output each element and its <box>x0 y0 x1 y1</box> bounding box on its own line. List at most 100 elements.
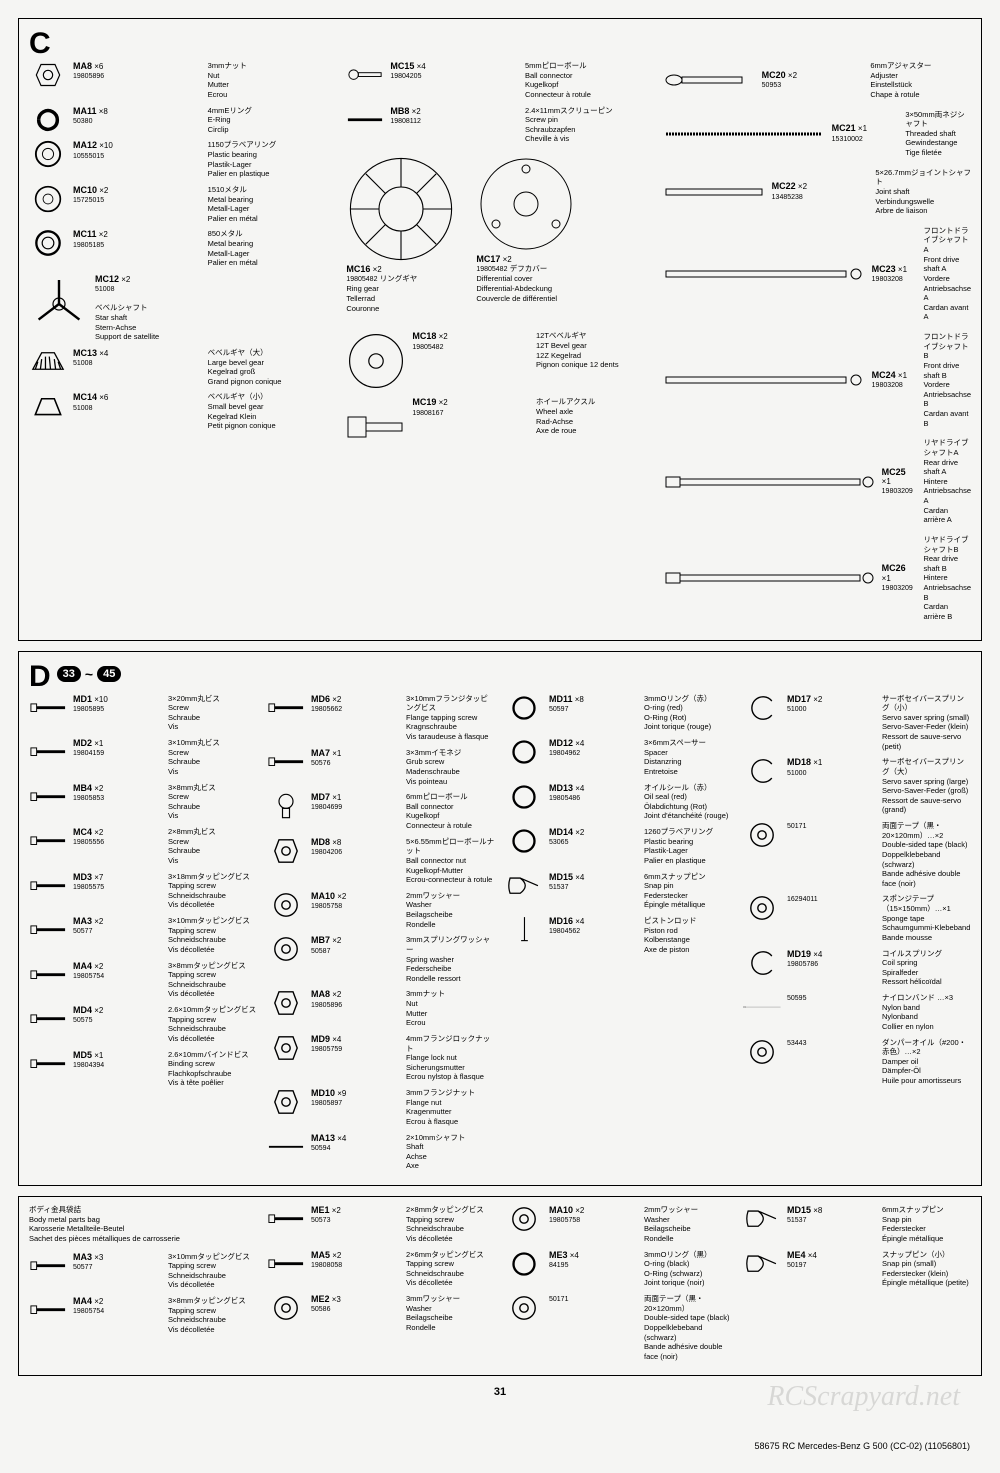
part-icon <box>505 872 543 900</box>
part-row: MD7 ×119804699 6mmピローボールBall connectorKu… <box>267 792 495 831</box>
part-row: MA10 ×219805758 2mmワッシャーWasherBeilagsche… <box>267 891 495 930</box>
part-row: MD10 ×919805897 3mmフランジナットFlange nutKrag… <box>267 1088 495 1127</box>
part-icon <box>267 1034 305 1062</box>
screwpin-icon <box>346 106 384 134</box>
part-row: MD19 ×419805786 コイルスプリングCoil springSpira… <box>743 949 971 988</box>
driveshaft-icon <box>664 373 864 387</box>
part-icon <box>267 1088 305 1116</box>
section-c-letter: C <box>29 27 51 61</box>
bearing-icon <box>29 185 67 213</box>
part-row: MD13 ×419805486 オイルシール（赤）Oil seal (red)Ö… <box>505 783 733 822</box>
ering-icon <box>29 106 67 134</box>
part-row: MA4 ×219805754 3×8mmタッピングビスTapping screw… <box>29 961 257 1000</box>
section-e-col4: MD15 ×851537 6mmスナップピンSnap pinFedersteck… <box>743 1205 971 1367</box>
part-row: MA5 ×219808058 2×6mmタッピングビスTapping screw… <box>267 1250 495 1289</box>
part-row: MD15 ×451537 6mmスナップピンSnap pinFedersteck… <box>505 872 733 911</box>
section-c-col1: MA8 ×619805896 3mmナットNutMutterEcrou MA11… <box>29 61 336 632</box>
part-icon <box>267 1133 305 1161</box>
section-e-panel: ボディ金具袋詰 Body metal parts bag Karosserie … <box>18 1196 982 1376</box>
part-row: 53443 ダンパーオイル（#200・赤色）…×2Damper oilDämpf… <box>743 1038 971 1086</box>
jointshaft-icon <box>664 186 764 198</box>
part-row: 16294011 スポンジテープ（15×150mm）…×1Sponge tape… <box>743 894 971 942</box>
part-icon <box>29 694 67 722</box>
part-icon <box>505 1294 543 1322</box>
section-e-col2: ME1 ×250573 2×8mmタッピングビスTapping screwSch… <box>267 1205 495 1367</box>
part-icon <box>743 821 781 849</box>
part-row: MD8 ×819804206 5×6.55mmピローボールナットBall con… <box>267 837 495 885</box>
section-e-col3: MA10 ×219805758 2mmワッシャーWasherBeilagsche… <box>505 1205 733 1367</box>
driveshaft-icon <box>664 475 874 489</box>
part-icon <box>267 694 305 722</box>
ringgear-icon <box>346 154 456 264</box>
body-bag-title: ボディ金具袋詰 <box>29 1205 81 1214</box>
part-row: MB4 ×219805853 3×8mm丸ビスScrewSchraubeVis <box>29 783 257 822</box>
part-icon <box>267 891 305 919</box>
part-icon <box>267 1250 305 1278</box>
bevelgear-small-icon <box>29 392 67 420</box>
part-row: MC4 ×219805556 2×8mm丸ビスScrewSchraubeVis <box>29 827 257 866</box>
part-icon <box>743 1038 781 1066</box>
footer-text: 58675 RC Mercedes-Benz G 500 (CC-02) (11… <box>755 1441 970 1451</box>
part-row: MA4 ×219805754 3×8mmタッピングビスTapping screw… <box>29 1296 257 1335</box>
part-icon <box>743 757 781 785</box>
part-icon <box>267 935 305 963</box>
part-icon <box>29 738 67 766</box>
driveshaft-icon <box>664 267 864 281</box>
part-row: MD11 ×850597 3mmOリング（赤）O-ring (red)O-Rin… <box>505 694 733 733</box>
part-row: MA7 ×150576 3×3mmイモネジGrub screwMadenschr… <box>267 748 495 787</box>
part-icon <box>505 916 543 944</box>
part-row: MD9 ×419805759 4mmフランジロックナットFlange lock … <box>267 1034 495 1082</box>
part-row: 50595 ナイロンバンド …×3Nylon bandNylonbandColl… <box>743 993 971 1032</box>
part-row: MD1 ×1019805895 3×20mm丸ビスScrewSchraubeVi… <box>29 694 257 733</box>
part-icon <box>505 1250 543 1278</box>
part-icon <box>743 1250 781 1278</box>
part-row: MD5 ×119804394 2.6×10mmバインドビスBinding scr… <box>29 1050 257 1089</box>
part-row: ME1 ×250573 2×8mmタッピングビスTapping screwSch… <box>267 1205 495 1244</box>
part-row: MB7 ×250587 3mmスプリングワッシャーSpring washerFe… <box>267 935 495 983</box>
part-icon <box>29 961 67 989</box>
part-icon <box>743 949 781 977</box>
part-row: MD17 ×251000 サーボセイバースプリング（小）Servo saver … <box>743 694 971 752</box>
part-icon <box>29 872 67 900</box>
part-row: MD6 ×219805662 3×10mmフランジタッピングビスFlange t… <box>267 694 495 742</box>
part-row: 50171 両面テープ（黒・20×120mm）…×2Double-sided t… <box>743 821 971 888</box>
diffcover-icon <box>476 154 576 254</box>
bearing-icon <box>29 229 67 257</box>
driveshaft-icon <box>664 571 874 585</box>
step-badges: 33 ~ 45 <box>57 666 122 682</box>
nut-icon <box>29 61 67 89</box>
section-c-panel: C MA8 ×619805896 3mmナットNutMutterEcrou MA… <box>18 18 982 641</box>
part-icon <box>29 1296 67 1324</box>
part-row: MD16 ×419804562 ピストンロッドPiston rodKolbens… <box>505 916 733 955</box>
threadedshaft-icon <box>664 129 824 139</box>
part-icon <box>29 1005 67 1033</box>
part-icon <box>743 993 781 1021</box>
starshaft-icon <box>29 274 89 334</box>
part-icon <box>29 783 67 811</box>
bevelgear-icon <box>29 348 67 376</box>
part-icon <box>743 894 781 922</box>
part-icon <box>743 1205 781 1233</box>
bearing-icon <box>29 140 67 168</box>
part-icon <box>29 916 67 944</box>
section-c-col3: MC20 ×250953 6mmアジャスターAdjusterEinstellst… <box>664 61 971 632</box>
part-icon <box>267 989 305 1017</box>
part-row: ME2 ×350586 3mmワッシャーWasherBeilagscheibeR… <box>267 1294 495 1333</box>
section-d-col4: MD17 ×251000 サーボセイバースプリング（小）Servo saver … <box>743 694 971 1178</box>
section-d-col3: MD11 ×850597 3mmOリング（赤）O-ring (red)O-Rin… <box>505 694 733 1178</box>
part-row: MA13 ×450594 2×10mmシャフトShaftAchseAxe <box>267 1133 495 1172</box>
part-row: ME3 ×484195 3mmOリング（黒）O-ring (black)O-Ri… <box>505 1250 733 1289</box>
part-icon <box>267 792 305 820</box>
part-row: MD3 ×719805575 3×18mmタッピングビスTapping scre… <box>29 872 257 911</box>
part-icon <box>29 1050 67 1078</box>
part-icon <box>267 837 305 865</box>
part-icon <box>505 738 543 766</box>
part-row: MA8 ×219805896 3mmナットNutMutterEcrou <box>267 989 495 1028</box>
part-row: MD12 ×419804962 3×6mmスペーサーSpacerDistanzr… <box>505 738 733 777</box>
section-e-col1: ボディ金具袋詰 Body metal parts bag Karosserie … <box>29 1205 257 1367</box>
part-row: MA10 ×219805758 2mmワッシャーWasherBeilagsche… <box>505 1205 733 1244</box>
part-row: MA3 ×250577 3×10mmタッピングビスTapping screwSc… <box>29 916 257 955</box>
part-row: MD2 ×119804159 3×10mm丸ビスScrewSchraubeVis <box>29 738 257 777</box>
section-d-col1: MD1 ×1019805895 3×20mm丸ビスScrewSchraubeVi… <box>29 694 257 1178</box>
part-icon <box>505 694 543 722</box>
